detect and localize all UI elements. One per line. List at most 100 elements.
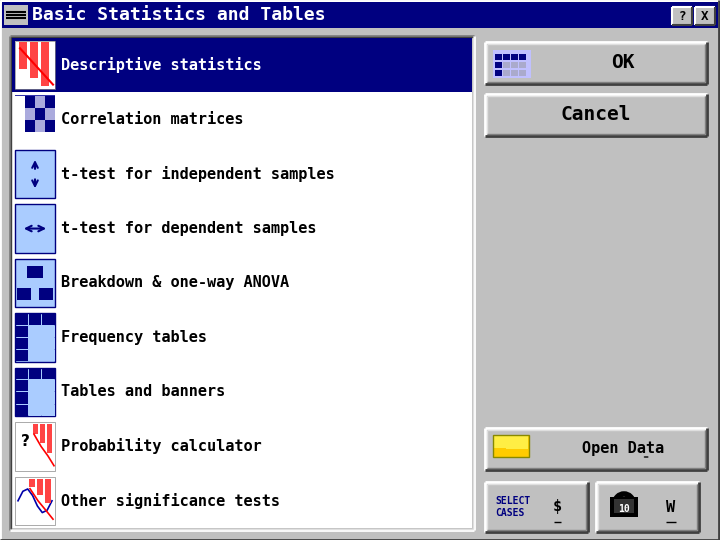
Bar	[29, 368, 41, 379]
Text: X: X	[701, 10, 708, 23]
Text: OK: OK	[611, 53, 634, 72]
Bar	[25, 96, 35, 107]
Bar	[42, 350, 55, 361]
Bar	[42, 404, 55, 416]
Bar	[493, 50, 531, 78]
Bar	[485, 482, 588, 532]
Bar	[15, 204, 55, 253]
Bar	[495, 54, 502, 60]
Bar	[695, 7, 715, 25]
Bar	[35, 108, 45, 120]
Bar	[42, 314, 55, 325]
Bar	[672, 7, 692, 25]
Bar	[25, 108, 35, 120]
Bar	[493, 435, 529, 457]
Bar	[29, 314, 41, 325]
Bar	[15, 422, 55, 470]
Bar	[40, 424, 45, 443]
Text: Tables and banners: Tables and banners	[61, 384, 225, 400]
Bar	[35, 132, 45, 144]
Bar	[15, 477, 55, 525]
Bar	[45, 96, 55, 107]
Text: Basic Statistics and Tables: Basic Statistics and Tables	[32, 6, 325, 24]
Text: Probability calculator: Probability calculator	[61, 438, 262, 454]
Bar	[35, 96, 45, 107]
Bar	[16, 350, 28, 361]
Bar	[42, 326, 55, 337]
Bar	[15, 132, 24, 144]
Bar	[15, 422, 55, 470]
Bar	[15, 368, 55, 416]
Bar	[15, 259, 55, 307]
Bar	[596, 482, 699, 532]
Text: Frequency tables: Frequency tables	[61, 330, 207, 345]
Bar	[16, 314, 28, 325]
Bar	[16, 393, 28, 403]
Text: 10: 10	[618, 504, 630, 514]
Text: Cancel: Cancel	[561, 105, 631, 125]
Bar	[15, 108, 24, 120]
Bar	[15, 41, 55, 90]
Bar	[29, 404, 41, 416]
Bar	[503, 62, 510, 68]
Bar	[485, 428, 707, 470]
Bar	[29, 338, 41, 349]
Bar	[45, 132, 55, 144]
Bar	[45, 478, 51, 503]
Bar	[30, 42, 38, 78]
Text: Open Data: Open Data	[582, 442, 664, 456]
Bar	[503, 70, 510, 76]
Bar	[511, 54, 518, 60]
Bar	[503, 54, 510, 60]
Bar	[15, 313, 55, 362]
Bar	[2, 2, 718, 28]
Text: ?: ?	[21, 434, 30, 449]
Bar	[12, 38, 472, 92]
Bar	[16, 380, 28, 392]
Bar	[29, 326, 41, 337]
Bar	[519, 70, 526, 76]
Bar	[42, 338, 55, 349]
Bar	[29, 478, 35, 487]
Bar	[45, 120, 55, 132]
Text: ?: ?	[678, 10, 685, 23]
Text: Correlation matrices: Correlation matrices	[61, 112, 243, 127]
Bar	[42, 380, 55, 392]
Text: t-test for independent samples: t-test for independent samples	[61, 166, 335, 182]
Text: CASES: CASES	[495, 508, 524, 518]
Bar	[35, 120, 45, 132]
Bar	[15, 120, 24, 132]
Bar	[15, 368, 55, 416]
Bar	[33, 424, 38, 434]
Bar	[15, 477, 55, 525]
Bar	[494, 435, 528, 449]
Bar	[519, 62, 526, 68]
Bar	[493, 435, 529, 451]
Bar	[42, 368, 55, 379]
Bar	[47, 424, 52, 453]
Bar	[15, 204, 55, 253]
Bar	[519, 54, 526, 60]
Text: t-test for dependent samples: t-test for dependent samples	[61, 221, 317, 236]
Bar	[511, 62, 518, 68]
Bar	[25, 132, 35, 144]
Bar	[15, 96, 55, 144]
Bar	[29, 393, 41, 403]
Bar	[4, 5, 28, 25]
Bar	[42, 393, 55, 403]
Bar	[10, 36, 474, 530]
Bar	[15, 150, 55, 198]
Bar	[485, 42, 707, 84]
Bar	[41, 42, 49, 86]
Text: $: $	[552, 500, 562, 515]
Bar	[16, 368, 28, 379]
Bar	[16, 404, 28, 416]
Bar	[610, 497, 638, 517]
Bar	[485, 94, 707, 136]
Bar	[493, 435, 529, 457]
Bar	[37, 478, 43, 495]
Bar	[15, 259, 55, 307]
Text: W: W	[667, 500, 675, 515]
Bar	[17, 288, 31, 300]
Bar	[29, 380, 41, 392]
